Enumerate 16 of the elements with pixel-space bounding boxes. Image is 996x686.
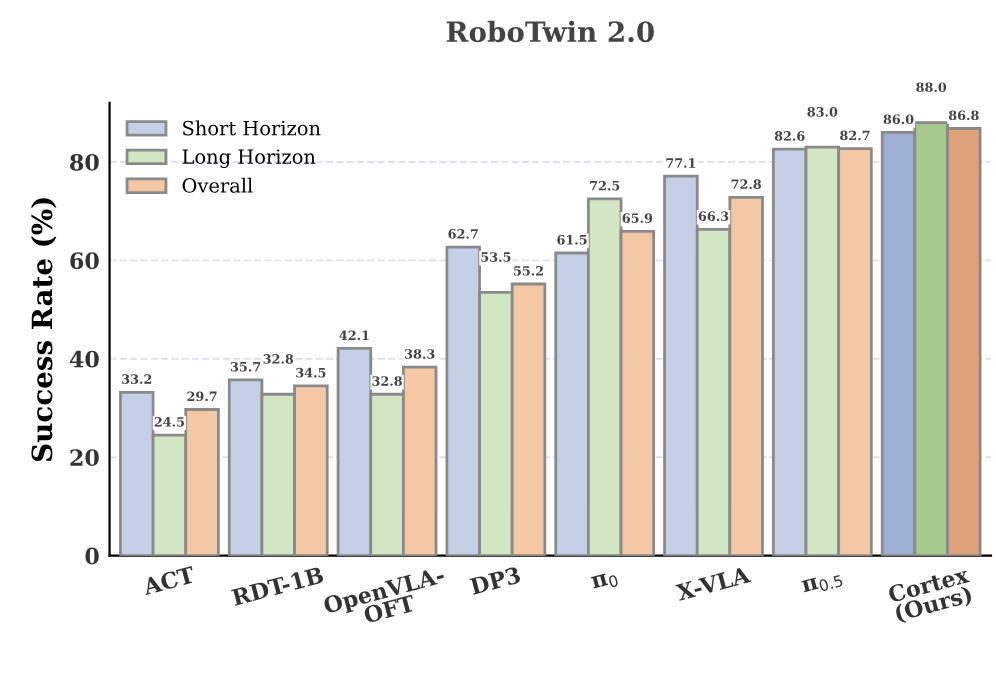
y-tick-label: 20 bbox=[70, 449, 99, 466]
x-tick-label: X-VLA bbox=[675, 565, 752, 601]
x-tick-label: ACT bbox=[141, 565, 196, 596]
legend-label: Overall bbox=[182, 177, 253, 193]
chart-title: RoboTwin 2.0 bbox=[446, 20, 654, 43]
y-axis-title: Success Rate (%) bbox=[30, 198, 57, 462]
legend-label: Short Horizon bbox=[183, 120, 321, 136]
x-tick-label: Cortex (Ours) bbox=[887, 565, 974, 625]
y-tick-label: 60 bbox=[70, 252, 99, 270]
x-tick-label: DP3 bbox=[469, 566, 522, 596]
legend-label: Long Horizon bbox=[182, 149, 316, 169]
y-tick-label: 40 bbox=[69, 350, 99, 368]
y-tick-label: 80 bbox=[70, 153, 99, 171]
x-tick-label: π$_{0.5}$ bbox=[801, 571, 844, 597]
x-tick-label: π$_{0}$ bbox=[590, 570, 619, 593]
y-tick-label: 0 bbox=[85, 547, 99, 565]
